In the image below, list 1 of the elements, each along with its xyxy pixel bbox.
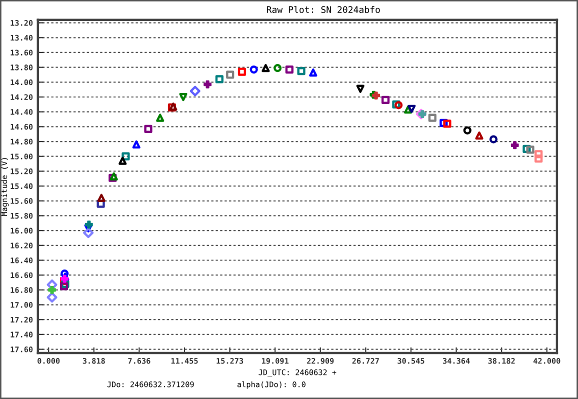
chart-title: Raw Plot: SN 2024abfo — [266, 6, 380, 14]
